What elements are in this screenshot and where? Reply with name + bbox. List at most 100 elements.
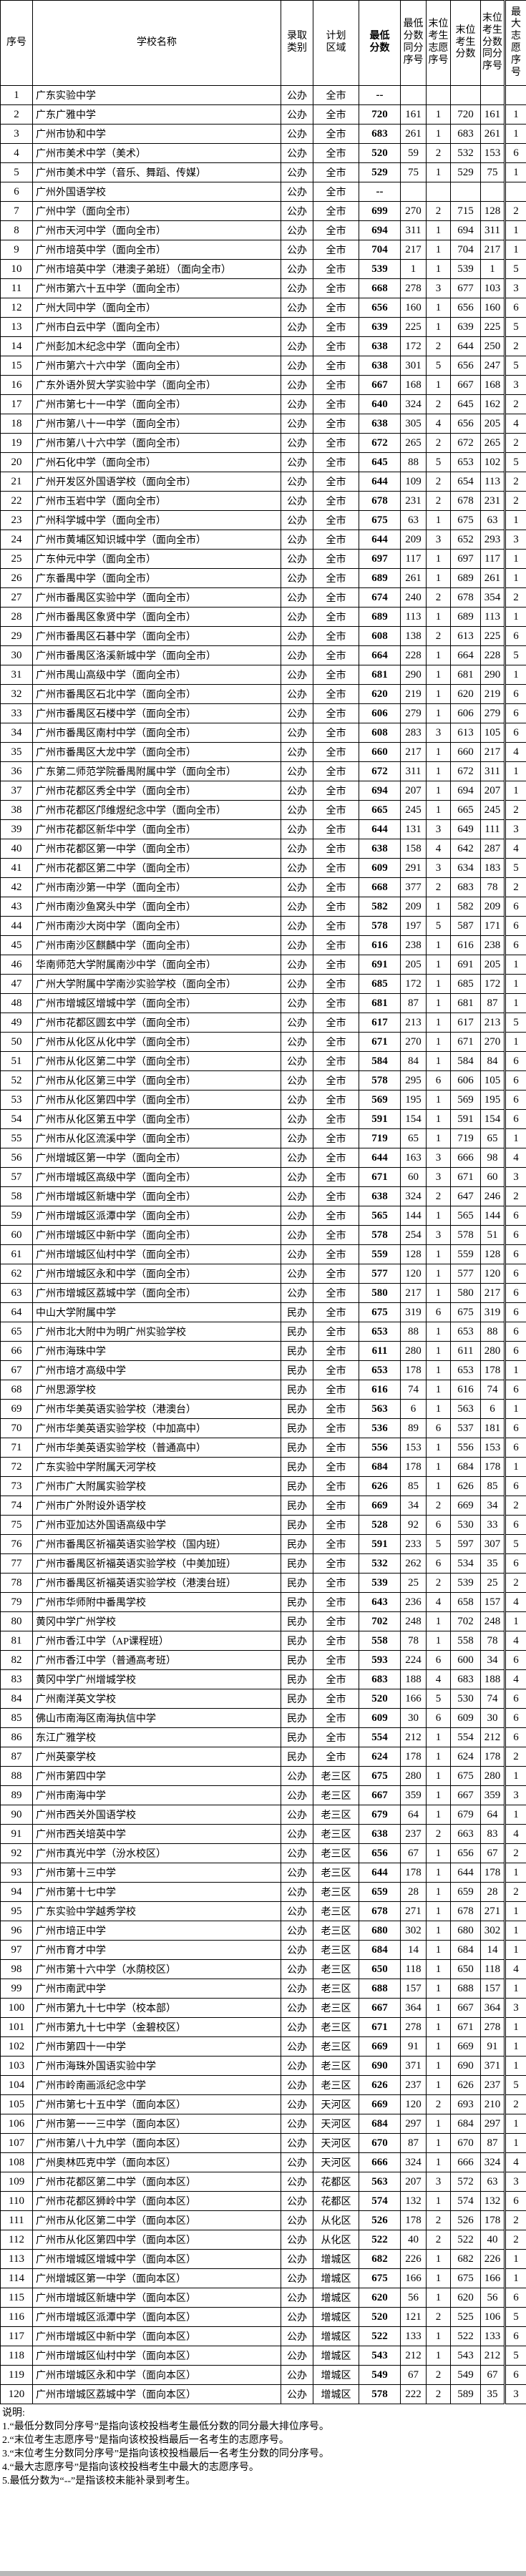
school-name-cell: 广东仲元中学（面向全市） bbox=[32, 549, 281, 569]
max-pref-cell: 6 bbox=[504, 916, 526, 936]
last-candidate-tie-cell: 64 bbox=[480, 1805, 505, 1825]
seq-cell: 99 bbox=[0, 1979, 33, 1999]
min-score-tie-cell: 311 bbox=[400, 220, 427, 240]
last-candidate-pref-cell: 1 bbox=[426, 1128, 451, 1148]
min-score-tie-cell: 30 bbox=[400, 1708, 427, 1728]
school-name-cell: 广州市第十七中学 bbox=[32, 1882, 281, 1902]
last-candidate-pref-cell: 1 bbox=[426, 2288, 451, 2308]
last-candidate-pref-cell: 5 bbox=[426, 356, 451, 376]
last-candidate-pref-cell: 1 bbox=[426, 1998, 451, 2018]
last-candidate-tie-cell: 78 bbox=[480, 877, 505, 897]
seq-cell: 45 bbox=[0, 935, 33, 955]
min-score-cell: 574 bbox=[359, 2191, 401, 2211]
seq-cell: 110 bbox=[0, 2191, 33, 2211]
min-score-tie-cell: 371 bbox=[400, 2056, 427, 2076]
table-row: 29 广州市番禺区石碁中学（面向全市） 公办 全市 608 138 2 613 225 6 bbox=[0, 626, 526, 646]
admission-type-cell: 民办 bbox=[281, 1592, 313, 1612]
last-candidate-tie-cell: 87 bbox=[480, 993, 505, 1013]
school-name-cell: 广州市花都区狮岭中学（面向本区） bbox=[32, 2191, 281, 2211]
min-score-tie-cell: 283 bbox=[400, 723, 427, 743]
table-row: 117 广州市增城区中新中学（面向本区） 公办 增城区 522 133 1 522 133 6 bbox=[0, 2326, 526, 2346]
seq-cell: 90 bbox=[0, 1805, 33, 1825]
school-name-cell: 广州市花都区新华中学（面向全市） bbox=[32, 819, 281, 839]
last-candidate-score-cell: 600 bbox=[450, 1650, 481, 1670]
seq-cell: 84 bbox=[0, 1689, 33, 1709]
last-candidate-tie-cell: 106 bbox=[480, 2307, 505, 2327]
last-candidate-tie-cell: 6 bbox=[480, 1399, 505, 1419]
plan-region-cell: 从化区 bbox=[313, 2210, 359, 2230]
seq-cell: 28 bbox=[0, 607, 33, 627]
seq-cell: 97 bbox=[0, 1940, 33, 1960]
school-name-cell: 广州南洋英文学校 bbox=[32, 1689, 281, 1709]
seq-cell: 32 bbox=[0, 684, 33, 704]
min-score-cell: 682 bbox=[359, 2249, 401, 2269]
table-row: 101 广州市第九十七中学（金碧校区） 公办 老三区 671 278 1 671 278 1 bbox=[0, 2017, 526, 2037]
last-candidate-pref-cell: 2 bbox=[426, 143, 451, 163]
seq-cell: 5 bbox=[0, 162, 33, 182]
min-score-tie-cell: 75 bbox=[400, 162, 427, 182]
school-name-cell: 广州市培才高级中学 bbox=[32, 1360, 281, 1380]
last-candidate-score-cell: 616 bbox=[450, 1380, 481, 1400]
plan-region-cell: 全市 bbox=[313, 1708, 359, 1728]
seq-cell: 66 bbox=[0, 1341, 33, 1361]
plan-region-cell: 全市 bbox=[313, 1611, 359, 1631]
min-score-tie-cell: 228 bbox=[400, 645, 427, 665]
min-score-tie-cell: 278 bbox=[400, 278, 427, 298]
table-row: 116 广州市增城区派潭中学（面向本区） 公办 增城区 520 121 2 525 106 5 bbox=[0, 2307, 526, 2327]
seq-cell: 50 bbox=[0, 1032, 33, 1052]
plan-region-cell: 老三区 bbox=[313, 2017, 359, 2037]
min-score-cell: 578 bbox=[359, 916, 401, 936]
school-name-cell: 广州市第七十一中学（面向全市） bbox=[32, 394, 281, 414]
seq-cell: 74 bbox=[0, 1496, 33, 1516]
seq-cell: 57 bbox=[0, 1167, 33, 1187]
last-candidate-pref-cell: 2 bbox=[426, 1186, 451, 1206]
max-pref-cell: 2 bbox=[504, 491, 526, 511]
last-candidate-pref-cell: 4 bbox=[426, 1592, 451, 1612]
school-name-cell: 广东广雅中学 bbox=[32, 104, 281, 125]
last-candidate-tie-cell: 168 bbox=[480, 375, 505, 395]
admission-type-cell: 公办 bbox=[281, 2094, 313, 2114]
last-candidate-tie-cell: 178 bbox=[480, 1863, 505, 1883]
table-row: 23 广州科学城中学（面向全市） 公办 全市 675 63 1 675 63 1 bbox=[0, 510, 526, 530]
min-score-tie-cell: 301 bbox=[400, 356, 427, 376]
max-pref-cell: 1 bbox=[504, 761, 526, 781]
plan-region-cell: 老三区 bbox=[313, 1921, 359, 1941]
seq-cell: 53 bbox=[0, 1090, 33, 1110]
plan-region-cell: 全市 bbox=[313, 974, 359, 994]
last-candidate-tie-cell: 14 bbox=[480, 1940, 505, 1960]
max-pref-cell: 2 bbox=[504, 336, 526, 356]
admission-type-cell: 公办 bbox=[281, 278, 313, 298]
max-pref-cell: 3 bbox=[504, 1785, 526, 1805]
last-candidate-tie-cell: 30 bbox=[480, 1708, 505, 1728]
admission-type-cell: 民办 bbox=[281, 1534, 313, 1554]
last-candidate-tie-cell: 228 bbox=[480, 645, 505, 665]
school-name-cell: 广州市真光中学（汾水校区） bbox=[32, 1843, 281, 1863]
seq-cell: 116 bbox=[0, 2307, 33, 2327]
plan-region-cell: 全市 bbox=[313, 935, 359, 955]
last-candidate-score-cell: 597 bbox=[450, 1534, 481, 1554]
seq-cell: 109 bbox=[0, 2172, 33, 2192]
plan-region-cell: 全市 bbox=[313, 433, 359, 453]
max-pref-cell: 1 bbox=[504, 1940, 526, 1960]
plan-region-cell: 全市 bbox=[313, 1264, 359, 1284]
last-candidate-score-cell: 559 bbox=[450, 1244, 481, 1264]
seq-cell: 70 bbox=[0, 1418, 33, 1438]
max-pref-cell bbox=[504, 85, 526, 105]
min-score-cell: 656 bbox=[359, 1843, 401, 1863]
admission-type-cell: 民办 bbox=[281, 1418, 313, 1438]
table-row: 66 广州市海珠中学 民办 全市 611 280 1 611 280 6 bbox=[0, 1341, 526, 1361]
admission-type-cell: 民办 bbox=[281, 1650, 313, 1670]
plan-region-cell: 全市 bbox=[313, 993, 359, 1013]
min-score-tie-cell: 195 bbox=[400, 1090, 427, 1110]
last-candidate-score-cell: 684 bbox=[450, 2114, 481, 2134]
min-score-tie-cell: 56 bbox=[400, 2288, 427, 2308]
table-row: 98 广州市第十六中学（水荫校区） 公办 老三区 650 118 1 650 118 4 bbox=[0, 1959, 526, 1979]
last-candidate-score-cell: 704 bbox=[450, 240, 481, 260]
admission-type-cell: 公办 bbox=[281, 2384, 313, 2404]
last-candidate-pref-cell: 1 bbox=[426, 1380, 451, 1400]
table-row: 107 广州市第八十九中学（面向本区） 公办 天河区 670 87 1 670 87 1 bbox=[0, 2133, 526, 2153]
min-score-tie-cell: 311 bbox=[400, 761, 427, 781]
last-candidate-score-cell: 678 bbox=[450, 491, 481, 511]
min-score-cell: 671 bbox=[359, 2017, 401, 2037]
plan-region-cell: 全市 bbox=[313, 742, 359, 762]
